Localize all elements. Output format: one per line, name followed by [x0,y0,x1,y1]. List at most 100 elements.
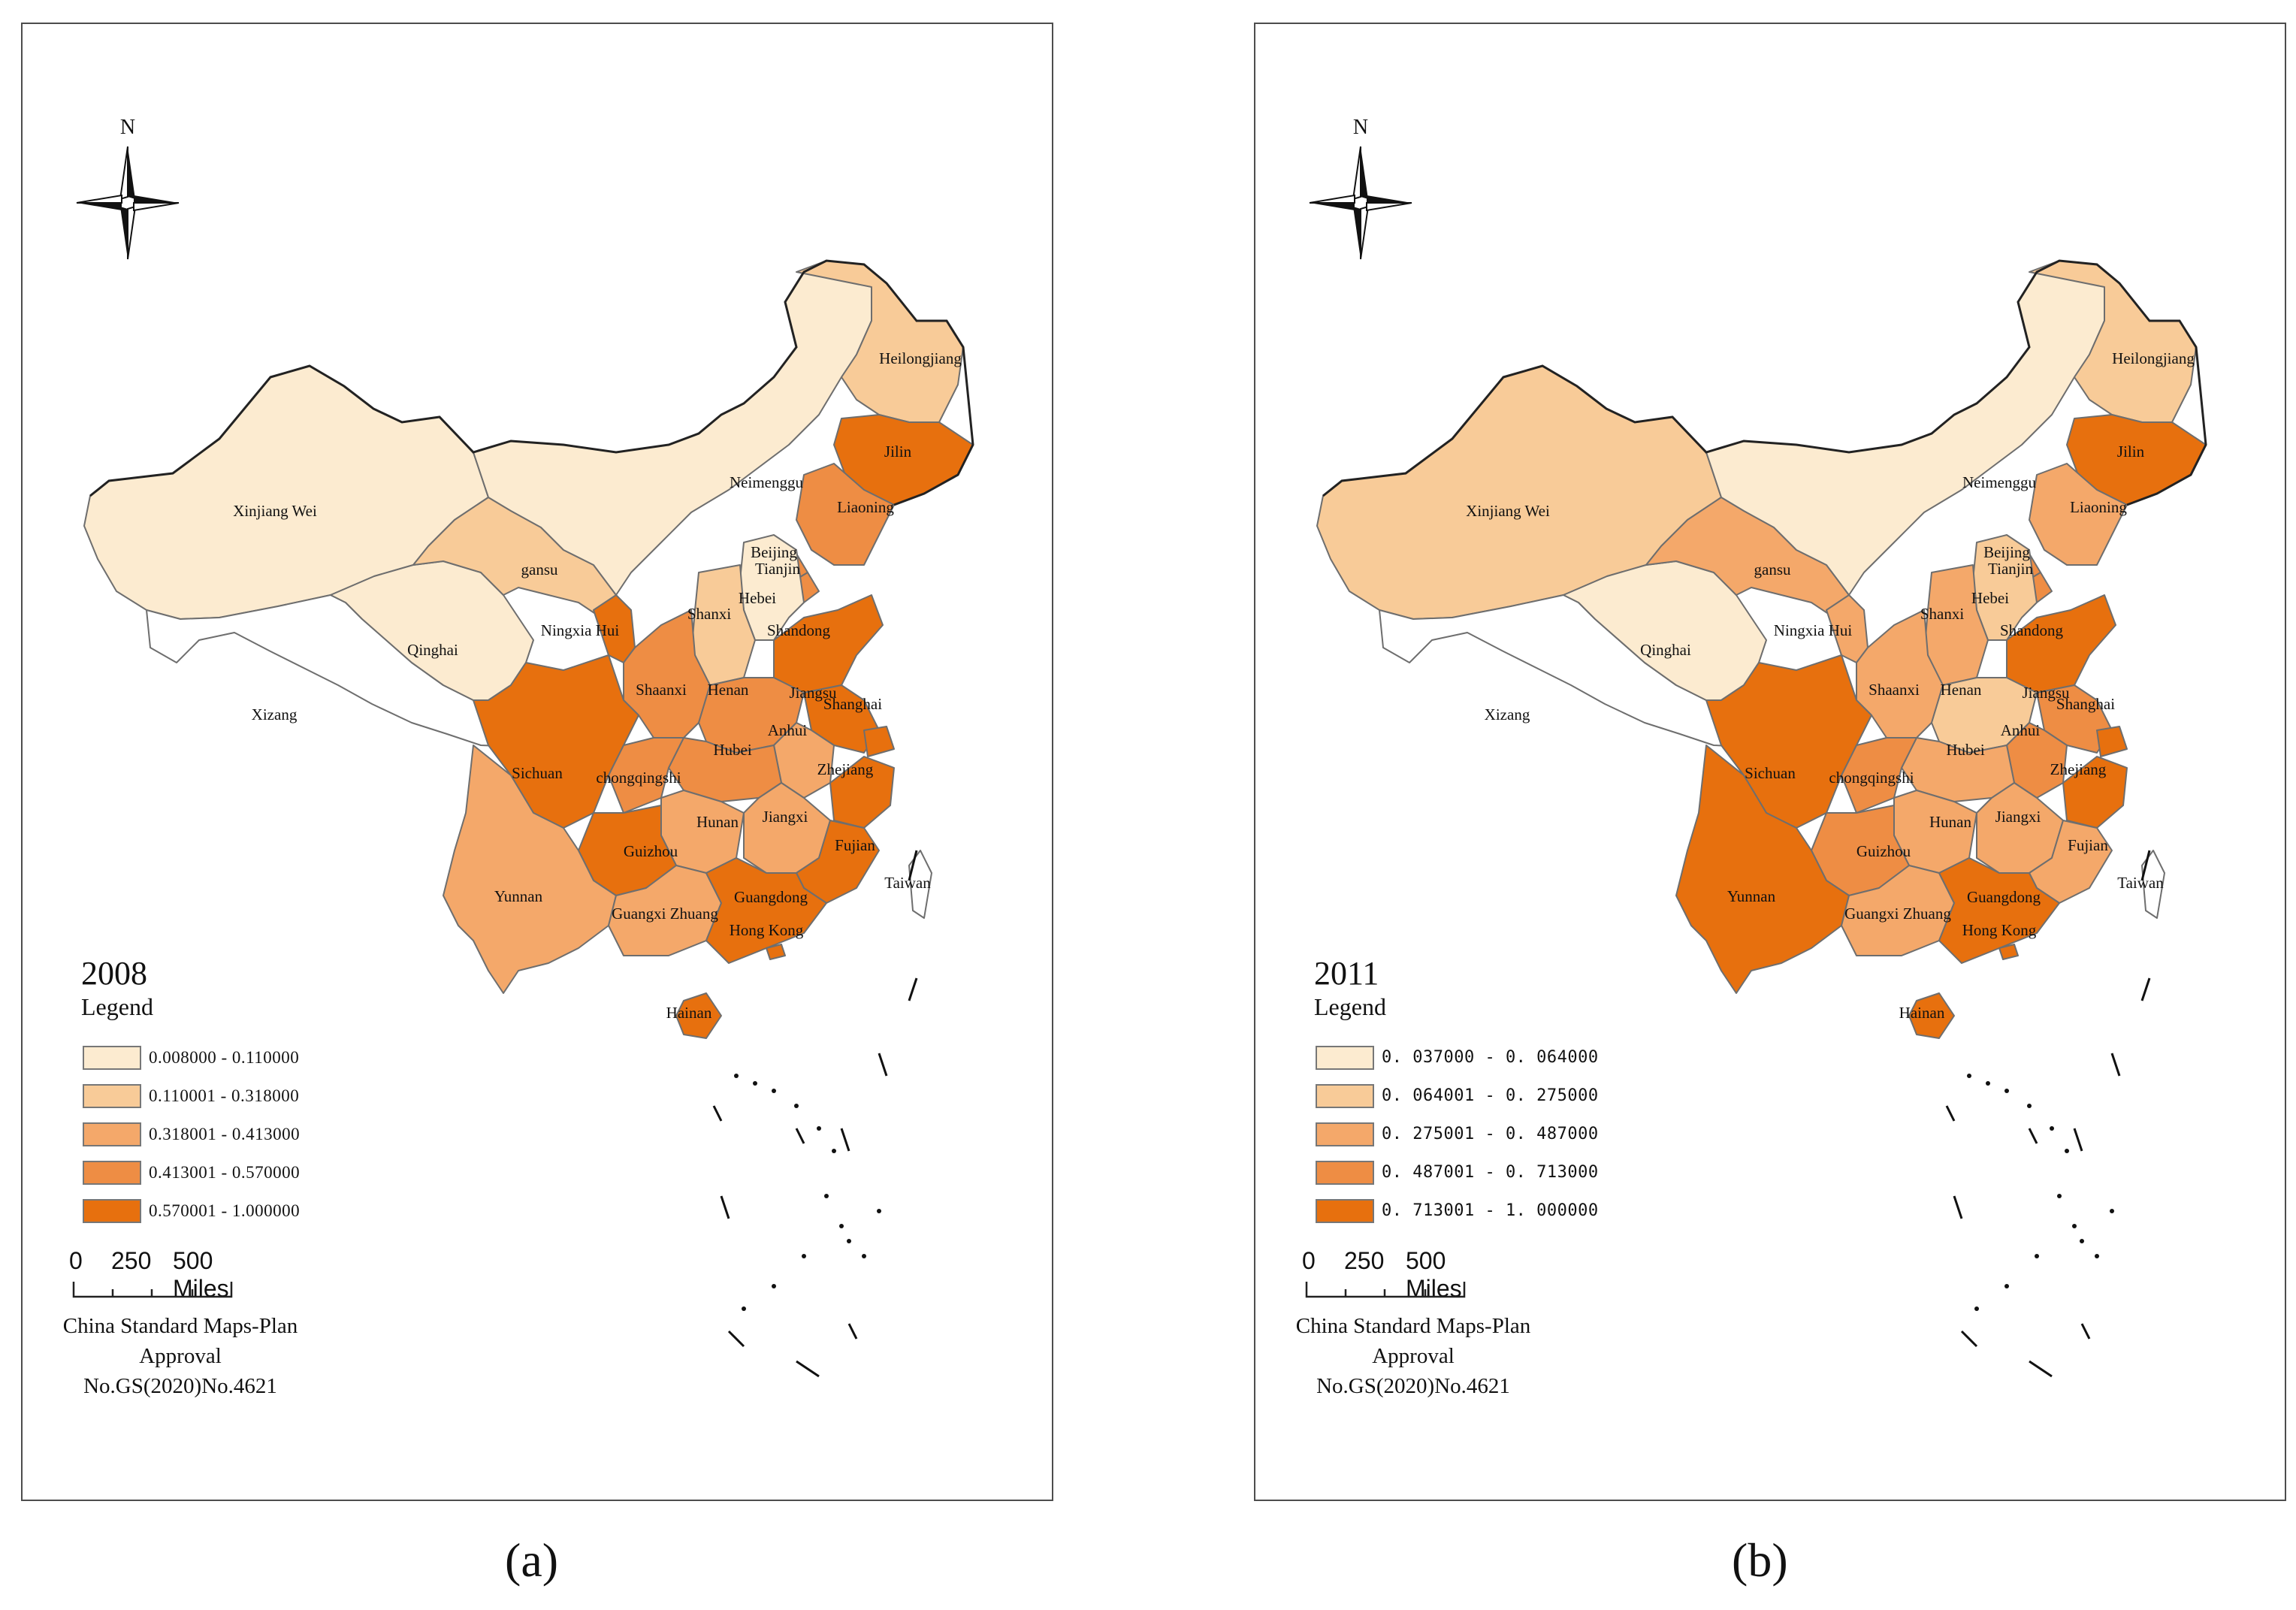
island-dot [1974,1306,1979,1311]
island-dot [2004,1089,2009,1093]
province-zhejiang [2062,756,2128,829]
province-label: Shandong [2000,621,2064,639]
map-panel-b: Heilongjiang Jilin Liaoning Neimenggu Xinjia… [1254,23,2286,1501]
province-label: Guizhou [624,842,678,860]
scale-bar-line [1305,1282,1466,1298]
boundary-dash [878,1053,888,1077]
island-dot [772,1284,776,1288]
approval-line-2: No.GS(2020)No.4621 [83,1374,277,1398]
province-label: Xizang [252,705,298,723]
island-dot [1967,1074,1971,1078]
province-zhejiang [829,756,895,829]
province-shanghai [863,726,895,757]
province-label: Guizhou [1856,842,1911,860]
boundary-dash [2110,1053,2121,1077]
province-yunnan [443,745,617,994]
province-label: Tianjin [1988,560,2033,578]
island-dot [772,1089,776,1093]
island-dot [847,1239,851,1243]
map-year: 2011 [1314,955,1379,992]
boundary-dash [727,1330,745,1348]
province-hong-kong [766,944,786,960]
province-label: Taiwan [2117,874,2164,892]
island-dot [2080,1239,2084,1243]
province-label: Hong Kong [1962,921,2037,939]
province-label: Shaanxi [1869,681,1920,699]
island-dot [2110,1209,2114,1213]
boundary-dash [2029,1360,2053,1378]
scale-label-0: 0 [69,1247,83,1274]
legend-swatch [83,1083,141,1108]
island-dot [2065,1149,2069,1153]
province-label: Beijing [751,543,797,561]
boundary-dash [908,850,918,881]
province-label: Jilin [884,443,912,461]
legend-range: 0.413001 - 0.570000 [149,1162,301,1182]
province-label: Qinghai [407,641,458,659]
province-label: Hainan [1899,1004,1945,1022]
province-label: Heilongjiang [879,349,962,367]
boundary-dash [2140,977,2151,1001]
legend-item: 0.008000 - 0.110000 [83,1038,300,1077]
province-label: Shanghai [2056,695,2115,713]
legend-swatch [1316,1160,1374,1185]
map-approval-note: China Standard Maps-Plan Approval No.GS(… [60,1311,301,1401]
boundary-dash [796,1360,820,1378]
legend-range: 0. 064001 - 0. 275000 [1382,1086,1599,1105]
legend-item: 0. 037000 - 0. 064000 [1316,1038,1599,1077]
province-label: Guangxi Zhuang [612,905,718,923]
legend: 0.008000 - 0.110000 0.110001 - 0.318000 … [83,1038,300,1230]
boundary-dash [1960,1330,1978,1348]
province-label: Tianjin [755,560,800,578]
province-label: Fujian [2068,836,2108,854]
province-label: Neimenggu [730,473,803,491]
province-label: Fujian [835,836,875,854]
legend-range: 0.110001 - 0.318000 [149,1086,300,1105]
province-label: Taiwan [884,874,931,892]
province-hong-kong [1998,944,2019,960]
province-yunnan [1675,745,1850,994]
province-label: Sichuan [512,764,563,782]
legend-title: Legend [1314,993,1386,1020]
province-label: Hebei [739,589,776,607]
province-label: Yunnan [1727,887,1776,905]
province-label: Henan [708,681,749,699]
province-label: gansu [521,560,558,578]
legend: 0. 037000 - 0. 064000 0. 064001 - 0. 275… [1316,1038,1599,1230]
province-label: Xinjiang Wei [233,502,317,520]
province-label: Liaoning [2070,498,2127,516]
island-dot [742,1306,746,1311]
legend-item: 0. 713001 - 1. 000000 [1316,1192,1599,1230]
legend-range: 0.318001 - 0.413000 [149,1124,301,1143]
boundary-dash [908,977,918,1001]
province-label: Hunan [696,813,739,831]
scale-label-250: 250 [111,1247,152,1274]
approval-line-2: No.GS(2020)No.4621 [1316,1374,1510,1398]
island-dot [2095,1254,2099,1258]
national-border [89,259,974,506]
legend-item: 0. 275001 - 0. 487000 [1316,1115,1599,1153]
province-label: Xinjiang Wei [1466,502,1550,520]
province-label: Zhejiang [817,760,874,778]
province-label: Jilin [2117,443,2145,461]
province-label: Jiangxi [763,808,808,826]
scale-bar: 0 250 500 Miles [68,1247,263,1307]
island-dot [2027,1104,2032,1108]
legend-range: 0. 275001 - 0. 487000 [1382,1125,1599,1143]
legend-swatch [83,1122,141,1146]
island-dot [1986,1081,1990,1086]
province-label: Yunnan [494,887,543,905]
province-label: Ningxia Hui [541,621,620,639]
legend-range: 0. 713001 - 1. 000000 [1382,1201,1599,1220]
province-label: Qinghai [1640,641,1691,659]
boundary-dash [2028,1128,2038,1144]
island-dot [839,1224,844,1228]
legend-swatch [1316,1198,1374,1223]
north-label: N [120,116,135,139]
legend-item: 0.413001 - 0.570000 [83,1153,300,1192]
choropleth-map-a: Heilongjiang Jilin Liaoning Neimenggu Xinjia… [83,259,974,1378]
province-label: Jiangxi [1995,808,2041,826]
island-dot [2072,1224,2077,1228]
province-chongqingshi [608,737,684,814]
province-label: Hubei [1946,741,1984,759]
